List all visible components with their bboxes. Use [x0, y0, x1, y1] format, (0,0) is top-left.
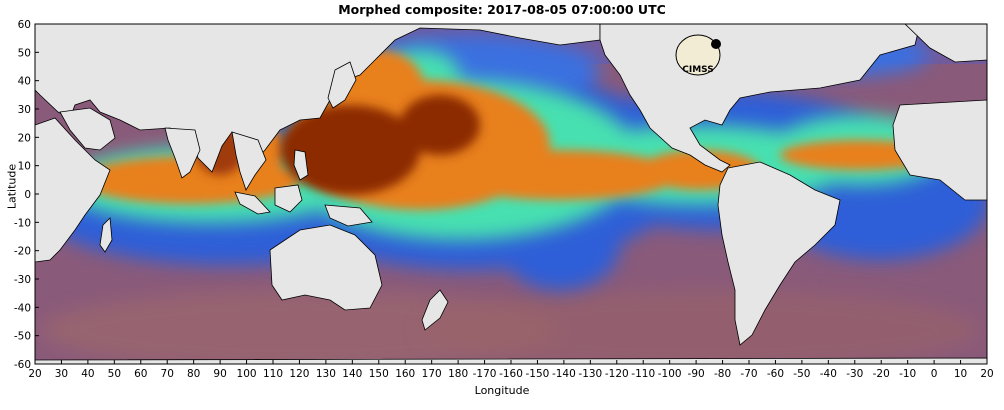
y-axis-label: Latitude	[5, 163, 19, 210]
y-tick-label: -30	[14, 274, 31, 286]
land-borneo	[274, 184, 303, 213]
x-tick-label: -10	[899, 368, 916, 380]
x-tick-label: 100	[237, 368, 257, 380]
x-tick-label: -100	[658, 368, 682, 380]
x-tick-label: 70	[161, 368, 174, 380]
land-philippines	[293, 149, 309, 181]
land-africa	[35, 117, 111, 263]
x-tick-label: 130	[316, 368, 336, 380]
x-tick-label: 20	[28, 368, 41, 380]
y-tick-labels: 60 50 40 30 20 10 0 -10 -20 -30 -40 -50 -60	[14, 19, 39, 371]
y-tick-label: 40	[18, 76, 31, 88]
cimss-logo: CIMSS	[675, 34, 721, 76]
x-tick-label: -50	[793, 368, 810, 380]
y-tick-label: -50	[14, 331, 31, 343]
y-tick-label: 20	[18, 132, 31, 144]
x-tick-label: -80	[714, 368, 731, 380]
x-tick-label: 30	[55, 368, 68, 380]
x-tick-label: -130	[578, 368, 602, 380]
y-tick-label: 0	[24, 189, 31, 201]
y-tick-label: 60	[18, 19, 31, 31]
x-tick-label: 90	[213, 368, 226, 380]
land-australia	[269, 224, 383, 311]
land-south-america	[717, 161, 841, 346]
x-axis-label: Longitude	[474, 384, 530, 397]
x-tick-label: -20	[873, 368, 890, 380]
land-greenland	[904, 24, 987, 63]
land-sumatra	[234, 191, 271, 215]
x-tick-label: 0	[931, 368, 938, 380]
x-tick-label: -170	[473, 368, 497, 380]
x-tick-label: 150	[369, 368, 389, 380]
x-tick-label: -120	[605, 368, 629, 380]
x-tick-label: 60	[134, 368, 147, 380]
land-madagascar	[99, 217, 113, 253]
land-arabia	[59, 107, 116, 151]
y-tick-label: -20	[14, 246, 31, 258]
x-tick-label: 20	[980, 368, 993, 380]
x-tick-labels: 20 30 40 50 60 70 80 90 100 110 120 130 140 150 160 170…	[28, 360, 994, 380]
y-tick-label: 10	[18, 161, 31, 173]
y-tick-label: -10	[14, 217, 31, 229]
land-indochina	[231, 131, 267, 191]
land-west-africa	[892, 99, 987, 201]
land-new-zealand	[421, 289, 449, 331]
x-tick-label: 140	[342, 368, 362, 380]
x-tick-label: -150	[526, 368, 550, 380]
x-tick-label: -40	[820, 368, 837, 380]
x-tick-label: -140	[552, 368, 576, 380]
land-japan	[327, 61, 357, 109]
x-tick-label: -30	[846, 368, 863, 380]
x-tick-label: 180	[448, 368, 468, 380]
land-india	[164, 127, 201, 179]
x-tick-label: 10	[954, 368, 967, 380]
x-tick-label: 110	[263, 368, 283, 380]
x-tick-label: -60	[767, 368, 784, 380]
cimss-logo-text: CIMSS	[682, 65, 713, 75]
x-tick-label: -70	[740, 368, 757, 380]
x-tick-label: 160	[395, 368, 415, 380]
y-tick-label: 30	[18, 104, 31, 116]
x-tick-label: 80	[187, 368, 200, 380]
x-tick-label: 170	[422, 368, 442, 380]
x-tick-label: 50	[108, 368, 121, 380]
y-tick-label: -60	[14, 359, 31, 371]
map-title: Morphed composite: 2017-08-05 07:00:00 U…	[338, 2, 666, 17]
land-new-guinea	[324, 204, 373, 227]
x-tick-label: -90	[688, 368, 705, 380]
y-tick-label: 50	[18, 47, 31, 59]
x-tick-label: 40	[81, 368, 94, 380]
x-tick-label: -160	[499, 368, 523, 380]
y-tick-label: -40	[14, 302, 31, 314]
x-tick-label: -110	[631, 368, 655, 380]
x-tick-label: 120	[289, 368, 309, 380]
